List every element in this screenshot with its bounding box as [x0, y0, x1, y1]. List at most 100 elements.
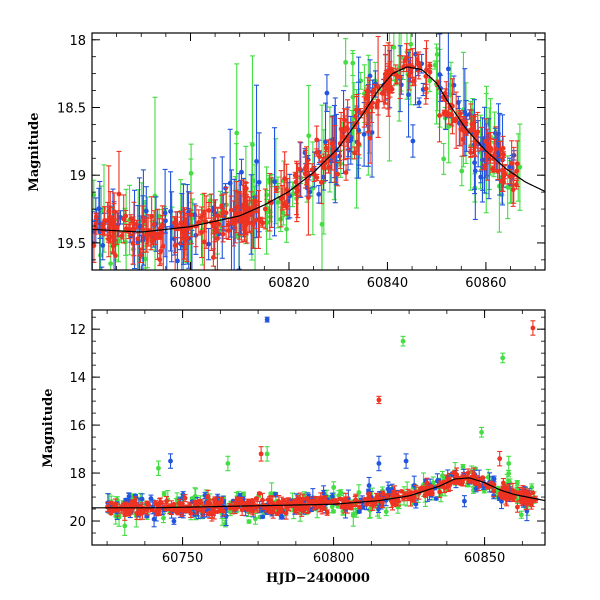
data-point-red [391, 490, 397, 496]
data-point-red [128, 214, 134, 224]
data-point-red [197, 498, 203, 504]
data-point-red [184, 212, 190, 245]
data-point-red [245, 498, 251, 505]
data-point-green [479, 426, 485, 438]
data-point-green [164, 314, 169, 334]
top-y-tick-label: 18.5 [57, 101, 86, 116]
data-point-red [234, 496, 240, 502]
data-point-red [499, 170, 505, 193]
data-point-red [297, 141, 303, 197]
data-point-red [278, 170, 284, 228]
data-point-red [282, 151, 288, 206]
data-point-red [186, 508, 192, 514]
data-point-red [302, 169, 308, 178]
data-point-blue [410, 124, 416, 158]
data-point-red [318, 160, 324, 205]
data-point-blue [416, 97, 422, 108]
data-point-green [330, 509, 336, 514]
data-point-red [206, 201, 212, 219]
data-point-red [500, 477, 506, 489]
data-point-blue [337, 150, 343, 162]
data-point-red [256, 491, 262, 496]
bottom-panel-marks [92, 316, 545, 536]
data-point-red [314, 173, 320, 182]
data-point-red [159, 205, 165, 248]
data-point-green [460, 463, 466, 470]
data-point-blue [324, 74, 330, 113]
data-point-green [391, 33, 397, 82]
data-point-red [107, 190, 113, 244]
data-point-blue [202, 491, 208, 499]
data-point-red [181, 231, 187, 240]
data-point-blue [168, 171, 174, 252]
data-point-red [338, 111, 344, 147]
data-point-red [530, 320, 536, 336]
data-point-blue [260, 514, 266, 520]
data-point-blue [321, 485, 327, 501]
data-point-green [268, 491, 274, 497]
data-point-red [141, 216, 147, 226]
data-point-red [250, 200, 256, 249]
data-point-red [119, 231, 125, 240]
data-point-red [278, 506, 284, 514]
data-point-red [366, 79, 372, 132]
top-panel-marks [92, 33, 545, 334]
data-point-red [356, 132, 362, 156]
top-panel: 60800 60820 60840 60860 18 18.5 19 19.5 Magnitu… [27, 32, 546, 334]
top-panel-frame [91, 32, 546, 271]
data-point-red [108, 500, 114, 506]
data-point-red [157, 253, 163, 267]
data-point-red [376, 395, 382, 405]
data-point-blue [168, 453, 174, 469]
top-x-tick-label: 60840 [367, 276, 408, 291]
data-point-blue [495, 103, 501, 165]
data-point-red [313, 495, 319, 510]
data-point-red [268, 495, 274, 508]
data-point-red [495, 162, 501, 181]
data-point-red [262, 188, 268, 230]
data-point-green [112, 289, 117, 327]
data-point-green [400, 335, 406, 347]
data-point-red [253, 496, 259, 501]
data-point-red [411, 76, 417, 86]
data-point-red [326, 139, 332, 174]
data-point-green [441, 143, 447, 175]
data-point-red [452, 479, 458, 485]
bottom-panel-axes: 60750 60800 60850 12 14 16 18 20 [69, 310, 545, 566]
data-point-red [497, 450, 503, 467]
data-point-green [225, 455, 231, 472]
bottom-x-tick-label: 60750 [162, 551, 203, 566]
top-y-tick-label: 18 [69, 34, 86, 49]
data-point-red [133, 219, 139, 230]
data-point-green [161, 491, 167, 497]
data-point-green [408, 33, 414, 106]
bottom-panel-frame [91, 309, 546, 546]
data-point-green [529, 483, 535, 492]
data-point-red [488, 480, 494, 486]
data-point-green [152, 96, 158, 270]
data-point-green [434, 47, 440, 62]
data-point-red [148, 217, 154, 251]
top-x-tick-label: 60800 [170, 276, 211, 291]
data-point-red [341, 108, 347, 132]
data-point-red [468, 109, 474, 150]
data-point-blue [206, 227, 212, 261]
data-point-red [465, 468, 471, 478]
data-point-red [314, 148, 320, 157]
data-point-red [217, 507, 223, 513]
data-point-red [241, 501, 247, 507]
data-point-red [225, 218, 231, 232]
bottom-y-tick-label: 16 [69, 419, 86, 434]
data-point-red [424, 477, 430, 489]
data-point-red [246, 197, 252, 233]
data-point-green [155, 460, 161, 477]
data-point-red [93, 213, 99, 221]
data-point-red [304, 178, 310, 186]
data-point-red [210, 248, 216, 267]
data-point-red [499, 494, 505, 500]
data-point-red [240, 212, 246, 227]
data-point-red [210, 217, 216, 235]
data-point-green [506, 455, 512, 472]
data-point-red [151, 210, 157, 239]
